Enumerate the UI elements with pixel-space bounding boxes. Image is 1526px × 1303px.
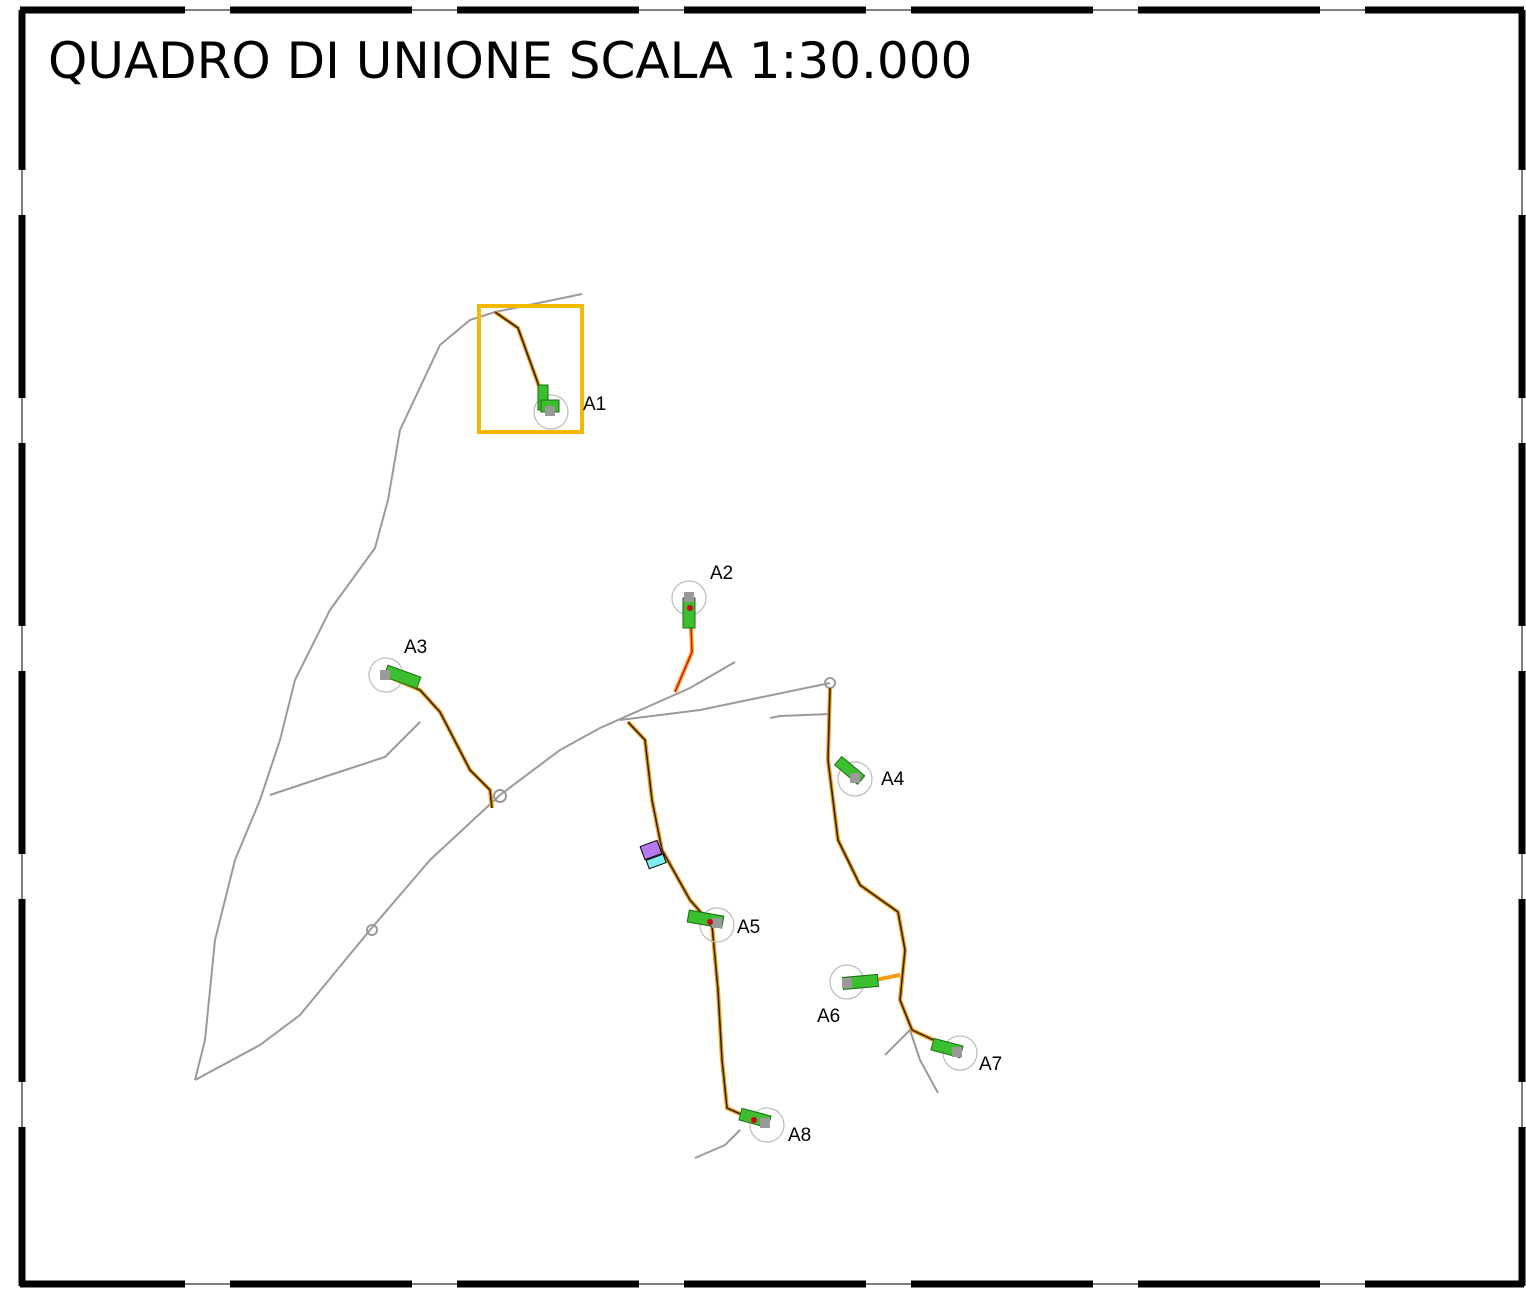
turbine: [930, 1035, 978, 1071]
site-label: A2: [710, 563, 733, 584]
turbine: [533, 384, 569, 430]
turbine: [671, 580, 707, 629]
site-labels: A1 A2 A3 A4 A5 A6 A7 A8: [404, 394, 1002, 1146]
turbine: [738, 1107, 785, 1143]
highlight-frame: [477, 304, 584, 434]
site-label: A1: [583, 394, 606, 415]
cable-routes: [384, 310, 956, 1127]
turbine: [368, 657, 422, 693]
substation: [639, 839, 667, 870]
site-label: A3: [404, 637, 427, 658]
site-label: A7: [979, 1054, 1002, 1075]
site-label: A4: [881, 769, 905, 790]
site-label: A6: [817, 1006, 840, 1027]
turbine: [833, 755, 873, 797]
site-label: A8: [788, 1125, 811, 1146]
site-label: A5: [737, 917, 760, 938]
title: QUADRO DI UNIONE SCALA 1:30.000: [48, 32, 972, 90]
frame: [18, 6, 1526, 1288]
turbine: [829, 964, 879, 1000]
turbine: [686, 907, 735, 943]
turbines: [368, 384, 978, 1143]
roads: [194, 293, 939, 1159]
